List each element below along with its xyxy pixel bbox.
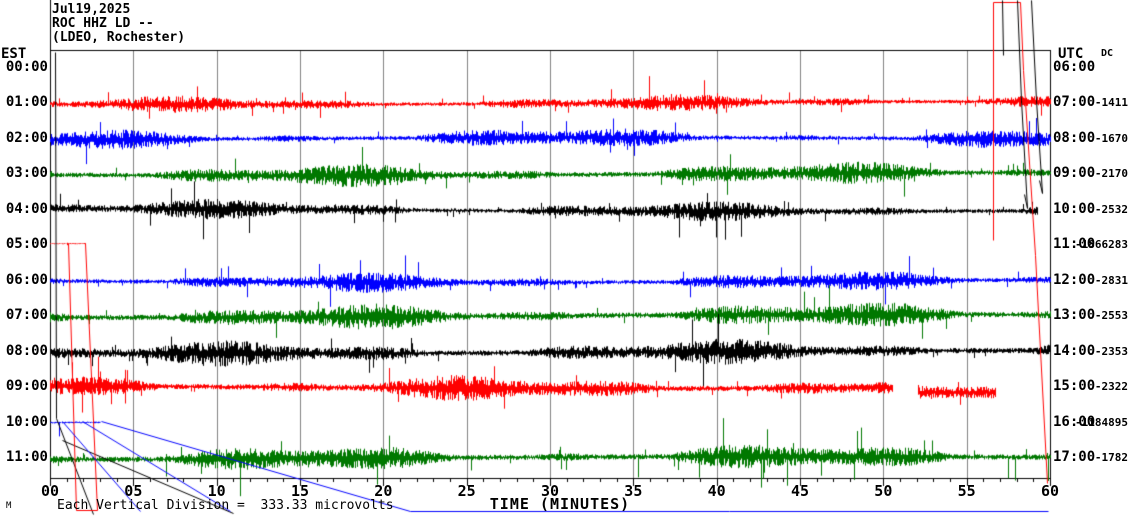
dc-value: -2353 — [1094, 345, 1128, 358]
x-tick-label: 05 — [124, 482, 143, 500]
dc-value: -1411 — [1094, 96, 1128, 109]
utc-time-label: 17:00 — [1053, 449, 1096, 465]
x-tick-label: 45 — [790, 482, 810, 500]
utc-time-label: 13:00 — [1053, 307, 1096, 323]
est-time-label: 10:00 — [5, 414, 48, 430]
est-time-label: 01:00 — [5, 94, 48, 110]
dc-value: -1866283 — [1075, 238, 1128, 251]
utc-time-label: 12:00 — [1053, 272, 1096, 288]
est-time-label: 11:00 — [5, 449, 48, 465]
x-tick-label: 25 — [457, 482, 476, 500]
x-tick-label: 20 — [374, 482, 393, 500]
dc-value: -2170 — [1094, 167, 1128, 180]
date-label: Jul19,2025 — [52, 2, 131, 17]
est-time-label: 07:00 — [5, 307, 48, 323]
x-tick-label: 10 — [207, 482, 226, 500]
est-axis-header: EST — [1, 46, 27, 62]
dc-value: -2532 — [1094, 203, 1128, 216]
dc-value: -2553 — [1094, 309, 1128, 322]
est-time-label: 03:00 — [5, 165, 48, 181]
x-tick-label: 15 — [290, 482, 310, 500]
x-tick-label: 55 — [957, 482, 976, 500]
dc-value: -1782 — [1094, 451, 1128, 464]
utc-axis-header: UTC — [1058, 46, 1084, 62]
utc-time-label: 09:00 — [1053, 165, 1096, 181]
x-tick-label: 60 — [1040, 482, 1060, 500]
est-time-label: 08:00 — [5, 343, 48, 359]
x-tick-label: 40 — [707, 482, 726, 500]
x-tick-label: 35 — [624, 482, 643, 500]
utc-time-label: 15:00 — [1053, 378, 1096, 394]
dc-axis-header: DC — [1101, 48, 1114, 59]
dc-value: -2322 — [1094, 380, 1128, 393]
utc-time-label: 14:00 — [1053, 343, 1096, 359]
dc-value: -1670 — [1094, 132, 1128, 145]
network-label: (LDEO, Rochester) — [52, 30, 186, 45]
station-label: ROC HHZ LD -- — [52, 16, 154, 31]
x-tick-label: 50 — [874, 482, 893, 500]
est-time-label: 04:00 — [5, 201, 48, 217]
utc-time-label: 07:00 — [1053, 94, 1096, 110]
est-time-label: 02:00 — [5, 130, 48, 146]
x-tick-label: 00 — [40, 482, 60, 500]
est-time-label: 06:00 — [5, 272, 48, 288]
est-time-label: 05:00 — [5, 236, 48, 252]
utc-time-label: 06:00 — [1053, 59, 1096, 75]
est-time-label: 00:00 — [5, 59, 48, 75]
time-axis-title: TIME (MINUTES) — [489, 495, 631, 513]
utc-time-label: 08:00 — [1053, 130, 1096, 146]
utc-time-label: 10:00 — [1053, 201, 1096, 217]
corner-glyph: M — [6, 501, 12, 511]
utc-time-label: 11:00 — [1053, 236, 1096, 252]
x-tick-label: 30 — [540, 482, 560, 500]
utc-time-label: 16:00 — [1053, 414, 1096, 430]
dc-value: -2831 — [1094, 274, 1128, 287]
scale-note: Each Vertical Division = 333.33 microvol… — [57, 498, 394, 513]
dc-value: -1184895 — [1075, 416, 1128, 429]
est-time-label: 09:00 — [5, 378, 48, 394]
